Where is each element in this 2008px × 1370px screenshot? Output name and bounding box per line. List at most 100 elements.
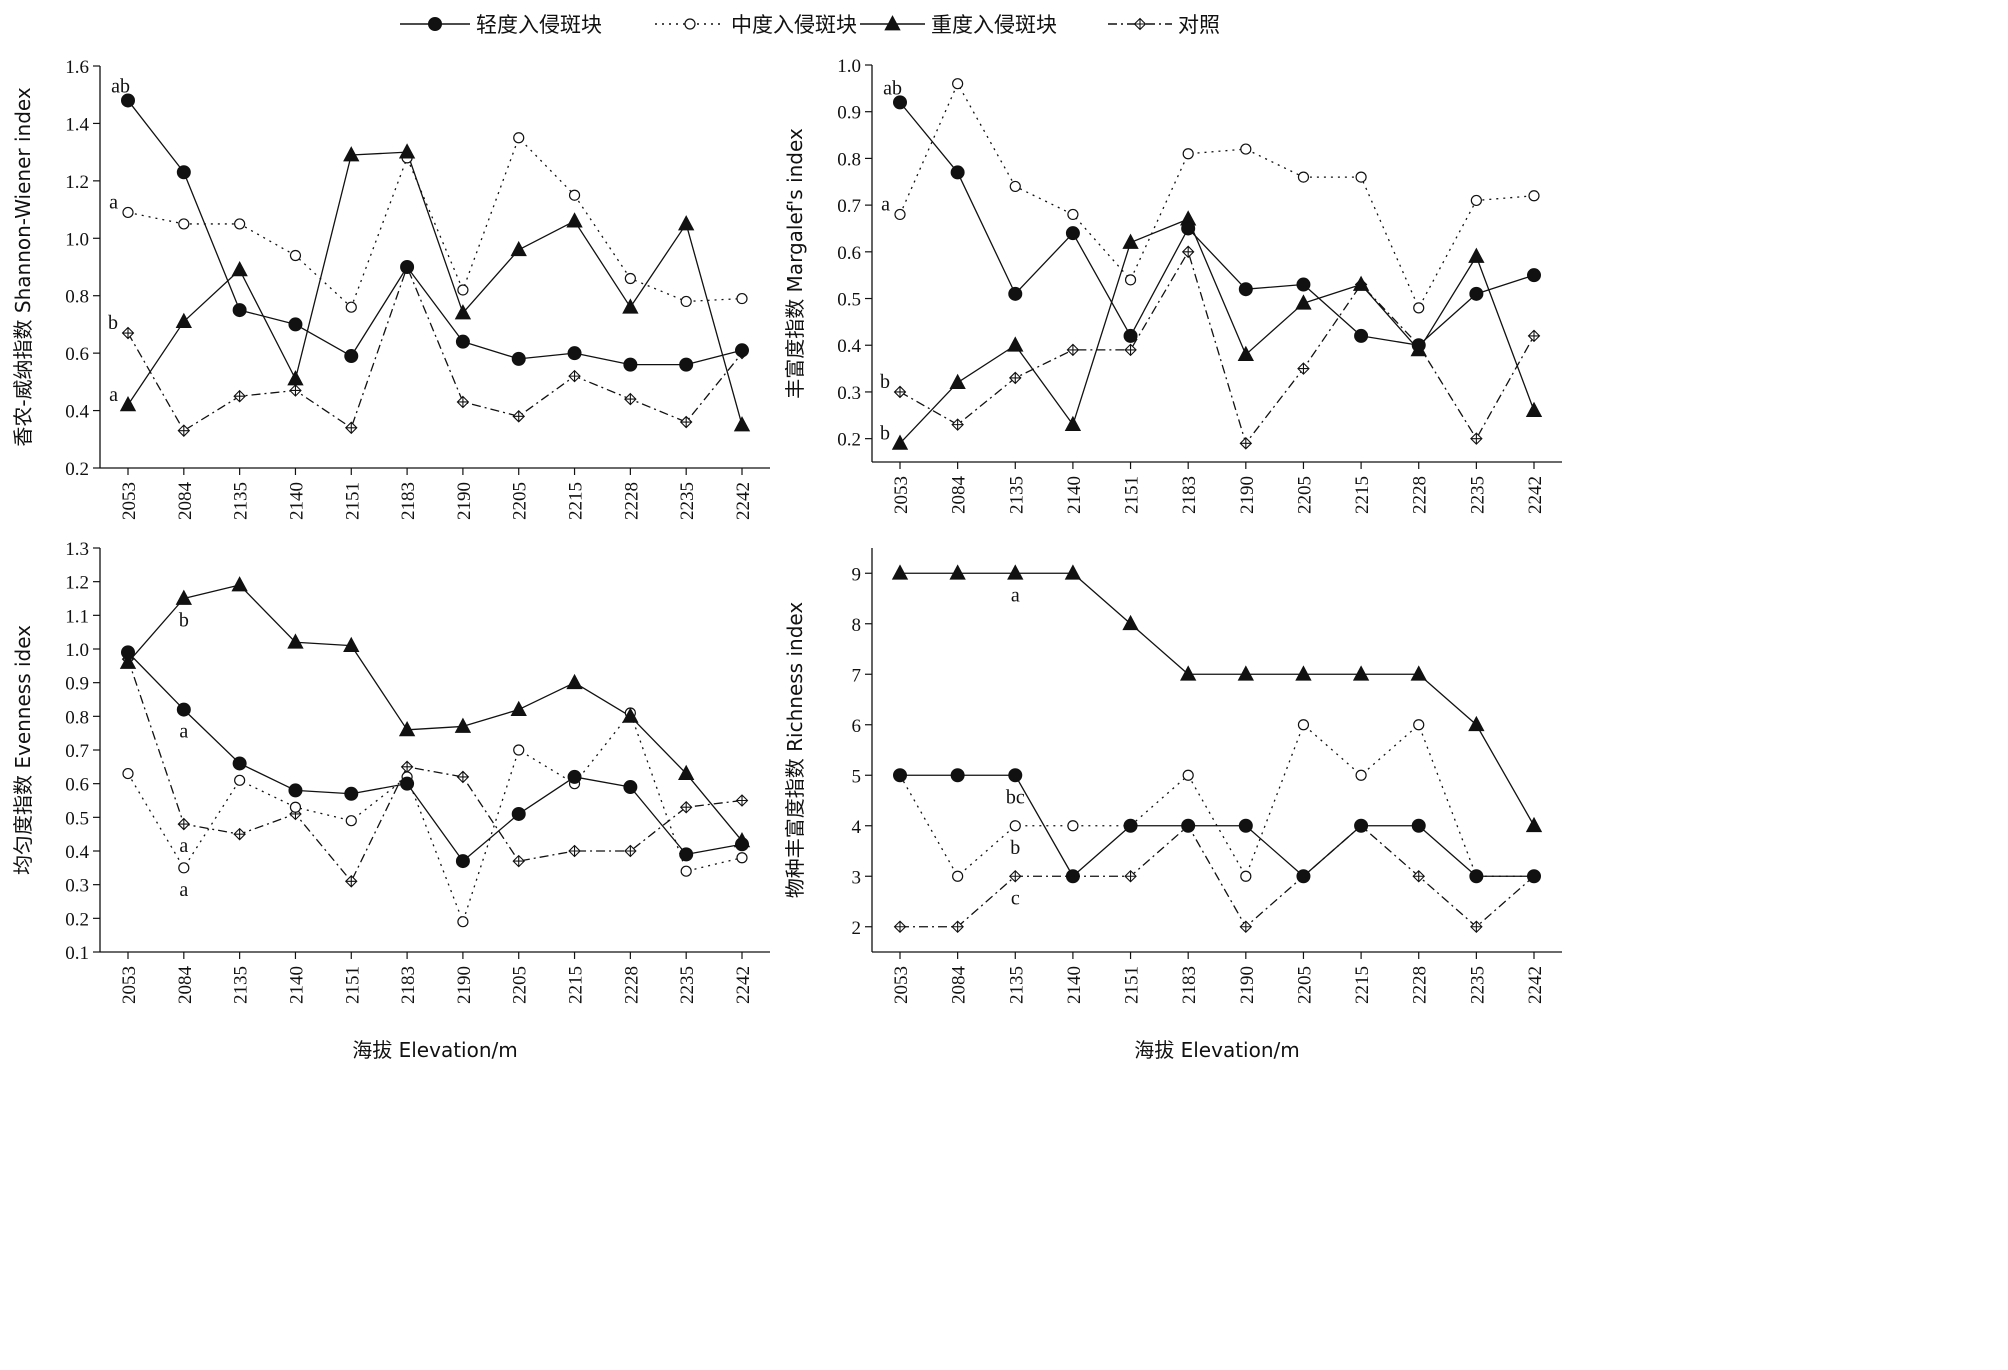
data-point [1181, 221, 1196, 236]
y-tick-label: 0.2 [837, 430, 861, 451]
data-point [234, 774, 246, 786]
data-point [1182, 769, 1194, 781]
series-1 [127, 100, 743, 366]
data-point [456, 395, 470, 409]
data-point [893, 920, 907, 934]
data-point [455, 854, 470, 869]
series-2 [899, 724, 1534, 877]
y-tick-label: 0.6 [65, 344, 89, 365]
legend-marker [428, 17, 442, 31]
y-tick-label: 9 [852, 564, 862, 585]
series-line [127, 651, 743, 862]
data-point [1182, 148, 1194, 160]
data-point [679, 800, 693, 814]
x-tick-label: 2205 [1294, 476, 1315, 514]
data-point [680, 295, 692, 308]
series-line [899, 83, 1535, 309]
y-tick-label: 4 [852, 817, 862, 838]
data-point [1527, 869, 1541, 884]
data-point [1237, 665, 1254, 681]
x-tick-label: 2228 [621, 966, 642, 1004]
series-1 [899, 101, 1535, 346]
x-tick-label: 2053 [119, 482, 140, 520]
y-tick-label: 1.0 [837, 56, 861, 77]
y-tick-label: 1.1 [65, 606, 89, 627]
y-tick-label: 3 [852, 867, 862, 888]
chart-panel-1: 0.2 0.4 0.6 0.8 1.0 1.2 1.4 1.6 2053 2084 2135 2140… [11, 57, 770, 520]
data-point [122, 206, 134, 219]
data-point [891, 434, 909, 450]
x-tick-label: 2053 [891, 476, 912, 514]
data-point [952, 78, 964, 90]
data-point [1009, 180, 1021, 193]
y-tick-label: 5 [852, 766, 862, 787]
significance-letter: b [880, 371, 890, 393]
data-point [624, 272, 636, 285]
data-point [1297, 171, 1310, 183]
y-tick-label: 0.6 [65, 775, 89, 796]
data-point [679, 847, 694, 862]
x-tick-label: 2135 [1006, 966, 1027, 1004]
data-point [456, 770, 470, 784]
series-4 [899, 251, 1535, 444]
x-tick-label: 2235 [1467, 476, 1488, 514]
y-tick-label: 1.2 [65, 172, 89, 193]
x-tick-label: 2235 [677, 482, 698, 520]
x-tick-label: 2242 [733, 966, 754, 1004]
data-point [287, 633, 304, 649]
series-line [127, 658, 743, 882]
legend-marker [684, 18, 696, 30]
significance-letter: b [179, 610, 189, 632]
y-tick-label: 1.0 [65, 640, 89, 661]
data-point [288, 317, 303, 332]
data-point [1008, 869, 1022, 883]
x-tick-label: 2215 [566, 482, 587, 520]
x-tick-label: 2084 [175, 966, 196, 1005]
y-tick-label: 1.6 [65, 57, 89, 78]
data-point [1237, 345, 1254, 361]
x-tick-label: 2228 [1410, 966, 1431, 1004]
data-point [400, 760, 414, 774]
data-point [455, 334, 470, 349]
y-tick-label: 1.3 [65, 539, 89, 560]
x-tick-label: 2084 [949, 476, 970, 515]
data-point [398, 143, 416, 159]
x-axis-title: 海拔 Elevation/m [352, 1038, 517, 1062]
x-tick-label: 2205 [510, 482, 531, 520]
data-point [1413, 719, 1425, 731]
series-line [127, 712, 743, 923]
significance-letter: a [109, 191, 118, 213]
y-tick-label: 0.8 [65, 707, 89, 728]
significance-letter: b [880, 422, 890, 444]
y-axis-title: 香农-威纳指数 Shannon-Wiener index [11, 87, 35, 447]
data-point [624, 844, 637, 858]
data-point [177, 424, 191, 437]
data-point [175, 312, 192, 328]
y-tick-label: 6 [852, 716, 862, 737]
x-tick-label: 2228 [621, 482, 642, 520]
series-4 [127, 266, 743, 432]
data-point [343, 146, 360, 162]
x-tick-label: 2242 [733, 482, 754, 520]
data-point [1239, 437, 1253, 450]
data-point [1528, 190, 1540, 202]
y-tick-label: 0.9 [837, 103, 861, 124]
x-tick-label: 2135 [231, 482, 252, 520]
data-point [1124, 869, 1137, 883]
data-point [400, 260, 415, 274]
data-point [1468, 247, 1485, 263]
data-point [1007, 336, 1024, 352]
x-tick-label: 2183 [398, 966, 419, 1004]
data-point [513, 132, 525, 144]
data-point [735, 837, 749, 852]
data-point [1470, 194, 1482, 207]
data-point [398, 720, 416, 737]
data-point [622, 298, 639, 314]
series-3 [127, 584, 743, 842]
data-point [623, 780, 638, 795]
x-tick-label: 2183 [398, 482, 419, 520]
series-line [900, 572, 1535, 827]
data-point [344, 786, 359, 801]
significance-letter: a [881, 193, 890, 215]
data-point [893, 768, 907, 783]
